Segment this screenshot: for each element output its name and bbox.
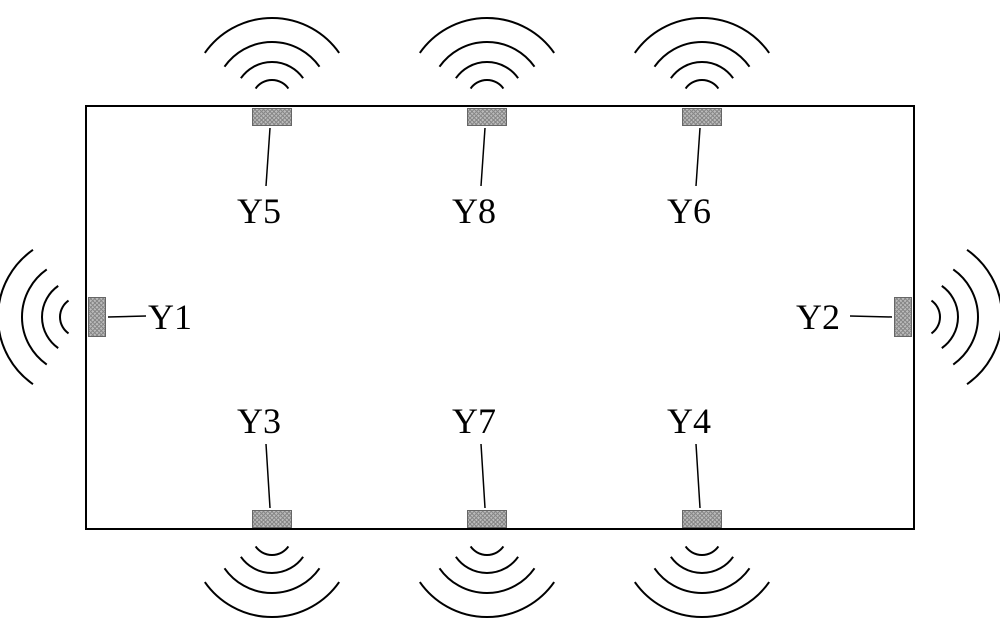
wave-arc (224, 568, 319, 593)
sensor-y4 (682, 510, 722, 528)
label-y7: Y7 (452, 400, 496, 442)
wave-arc (456, 62, 518, 78)
wave-arc (0, 250, 33, 384)
wave-arc (456, 557, 518, 573)
wave-arc (420, 582, 554, 617)
wave-arc (635, 18, 769, 53)
sensor-y3 (252, 510, 292, 528)
wave-arc (205, 582, 339, 617)
wave-arc (471, 80, 504, 89)
sensor-y8 (467, 108, 507, 126)
wave-arc (256, 546, 289, 555)
sensor-y6 (682, 108, 722, 126)
wave-arc (635, 582, 769, 617)
wave-arc (256, 80, 289, 89)
wave-arc (671, 62, 733, 78)
label-y3: Y3 (237, 400, 281, 442)
wave-arc (420, 18, 554, 53)
wave-arc (42, 286, 58, 348)
sensor-y2 (894, 297, 912, 337)
wave-arc (671, 557, 733, 573)
wave-arc (686, 546, 719, 555)
wave-arc (686, 80, 719, 89)
wave-arc (205, 18, 339, 53)
sensor-y1 (88, 297, 106, 337)
wave-arc (471, 546, 504, 555)
wave-arc (931, 301, 940, 334)
wave-arc (439, 568, 534, 593)
main-rectangle (85, 105, 915, 530)
wave-arc (967, 250, 1000, 384)
wave-arc (654, 42, 749, 67)
wave-arc (60, 301, 69, 334)
label-y8: Y8 (452, 190, 496, 232)
label-y6: Y6 (667, 190, 711, 232)
label-y2: Y2 (796, 296, 840, 338)
wave-arc (241, 62, 303, 78)
sensor-y7 (467, 510, 507, 528)
wave-arc (241, 557, 303, 573)
wave-arc (942, 286, 958, 348)
label-y5: Y5 (237, 190, 281, 232)
label-y4: Y4 (667, 400, 711, 442)
wave-arc (439, 42, 534, 67)
wave-arc (953, 269, 978, 364)
label-y1: Y1 (148, 296, 192, 338)
sensor-y5 (252, 108, 292, 126)
wave-arc (654, 568, 749, 593)
wave-arc (22, 269, 47, 364)
wave-arc (224, 42, 319, 67)
